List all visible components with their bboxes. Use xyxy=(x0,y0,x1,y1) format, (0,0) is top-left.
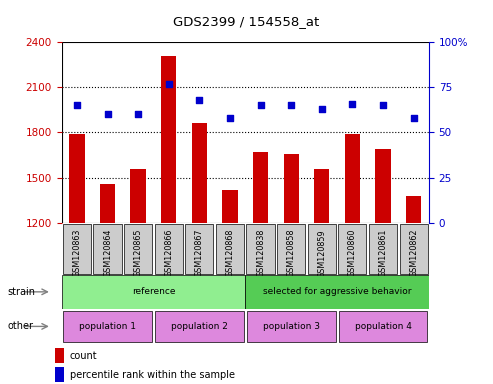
Point xyxy=(73,103,81,109)
Bar xyxy=(345,134,360,223)
Bar xyxy=(216,224,244,273)
Bar xyxy=(124,224,152,273)
Text: reference: reference xyxy=(132,287,175,296)
Text: other: other xyxy=(7,321,34,331)
Bar xyxy=(253,152,268,223)
Text: GSM120864: GSM120864 xyxy=(103,229,112,277)
Point xyxy=(318,106,326,112)
Point xyxy=(379,103,387,109)
Bar xyxy=(155,311,244,342)
Text: GSM120867: GSM120867 xyxy=(195,229,204,278)
Bar xyxy=(63,224,91,273)
Bar xyxy=(247,311,336,342)
Text: GSM120859: GSM120859 xyxy=(317,229,326,278)
Point xyxy=(165,81,173,87)
Bar xyxy=(185,224,213,273)
Bar xyxy=(246,275,429,309)
Text: population 3: population 3 xyxy=(263,322,319,331)
Point xyxy=(257,103,265,109)
Bar xyxy=(70,134,85,223)
Bar xyxy=(131,169,146,223)
Text: percentile rank within the sample: percentile rank within the sample xyxy=(70,370,235,380)
Text: GSM120858: GSM120858 xyxy=(286,229,296,278)
Bar xyxy=(222,190,238,223)
Text: GSM120860: GSM120860 xyxy=(348,229,357,277)
Bar xyxy=(314,169,329,223)
Bar xyxy=(55,348,64,363)
Point xyxy=(104,111,111,118)
Bar xyxy=(63,311,152,342)
Bar xyxy=(399,224,428,273)
Text: GSM120868: GSM120868 xyxy=(225,229,235,277)
Point xyxy=(410,115,418,121)
Bar xyxy=(277,224,305,273)
Bar xyxy=(406,195,421,223)
Text: GSM120865: GSM120865 xyxy=(134,229,142,278)
Text: population 4: population 4 xyxy=(354,322,412,331)
Text: strain: strain xyxy=(7,287,35,297)
Bar xyxy=(94,224,122,273)
Text: population 1: population 1 xyxy=(79,322,136,331)
Point xyxy=(226,115,234,121)
Text: GSM120866: GSM120866 xyxy=(164,229,173,277)
Text: selected for aggressive behavior: selected for aggressive behavior xyxy=(263,287,411,296)
Bar xyxy=(155,224,183,273)
Text: count: count xyxy=(70,351,97,361)
Bar xyxy=(100,184,115,223)
Bar xyxy=(369,224,397,273)
Text: GSM120861: GSM120861 xyxy=(379,229,387,277)
Bar xyxy=(161,56,176,223)
Bar xyxy=(338,224,366,273)
Bar xyxy=(339,311,427,342)
Bar xyxy=(55,367,64,382)
Bar xyxy=(246,224,275,273)
Bar xyxy=(375,149,390,223)
Text: GSM120863: GSM120863 xyxy=(72,229,81,277)
Bar xyxy=(283,154,299,223)
Text: population 2: population 2 xyxy=(171,322,228,331)
Point xyxy=(287,103,295,109)
Bar xyxy=(308,224,336,273)
Point xyxy=(134,111,142,118)
Text: GSM120862: GSM120862 xyxy=(409,229,418,278)
Text: GDS2399 / 154558_at: GDS2399 / 154558_at xyxy=(174,15,319,28)
Bar xyxy=(192,123,207,223)
Point xyxy=(195,97,203,103)
Text: GSM120838: GSM120838 xyxy=(256,229,265,277)
Bar xyxy=(62,275,246,309)
Point xyxy=(349,101,356,107)
